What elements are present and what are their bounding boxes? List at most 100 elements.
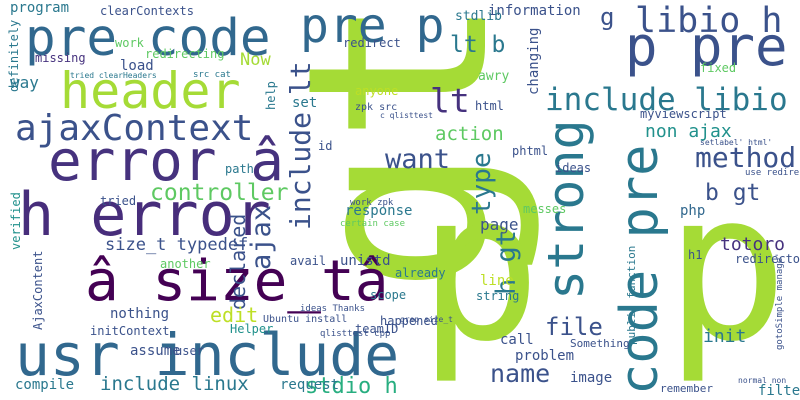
word: pre code: [25, 9, 271, 68]
word: html: [475, 99, 504, 113]
word: use redirect: [745, 168, 800, 178]
word: string: [476, 289, 519, 303]
word: teamID: [355, 322, 398, 336]
word: declared: [226, 214, 250, 310]
word: redirecting: [145, 47, 224, 61]
word: response: [345, 203, 412, 219]
word: include lt: [284, 61, 317, 230]
word: avail: [290, 254, 326, 268]
word: initContext: [90, 324, 169, 338]
word: normal non: [738, 376, 786, 385]
word: edit: [210, 303, 258, 327]
word: grep size_t: [400, 315, 453, 324]
word: missing: [35, 51, 86, 65]
word: page: [480, 215, 519, 234]
word: gotoSimple manage': [775, 252, 785, 350]
word: error â: [48, 129, 284, 194]
word: work: [115, 36, 145, 50]
word: Something: [570, 337, 630, 350]
word: code pre: [610, 145, 670, 395]
word: action: [435, 123, 504, 145]
word: init: [703, 326, 746, 347]
word: way: [10, 73, 39, 92]
word: src cat: [193, 70, 231, 80]
word: clearContexts: [100, 4, 194, 18]
word: Ubuntu install: [263, 314, 347, 325]
word: lt b: [450, 32, 505, 58]
word: compile: [15, 377, 74, 393]
word: h error: [18, 180, 271, 250]
word: anyone: [355, 84, 398, 98]
word: ajax: [246, 205, 277, 270]
word: AjaxContent: [31, 251, 45, 330]
word: another: [160, 257, 211, 271]
word: tried: [100, 194, 136, 208]
word: messes: [523, 202, 566, 216]
word: public function: [625, 246, 638, 345]
word: program: [10, 0, 69, 16]
word: h1: [688, 248, 702, 262]
word: remember: [660, 382, 713, 395]
word: definitely: [7, 20, 21, 92]
word: changing: [526, 28, 542, 95]
word: verified: [9, 192, 23, 250]
word: zpk src: [355, 102, 397, 113]
word: happened: [380, 314, 438, 328]
word: unistd: [340, 253, 391, 269]
word: controller: [150, 180, 288, 206]
word: libio h: [635, 1, 783, 41]
word: â size_tâ: [85, 249, 388, 314]
word: method: [695, 141, 796, 174]
word: help: [264, 81, 278, 110]
word: name: [490, 359, 550, 388]
word: ideas: [555, 161, 591, 175]
word: pre p: [300, 0, 445, 54]
word: include linux: [100, 373, 249, 395]
word: stdlib: [455, 9, 502, 24]
word: already: [395, 266, 446, 280]
word: nothing: [110, 306, 169, 322]
word: id: [318, 139, 332, 153]
word: set: [292, 95, 317, 111]
word: stdio h: [305, 374, 398, 399]
word: line: [480, 273, 514, 289]
word: type: [467, 152, 497, 215]
word: user: [175, 344, 204, 358]
word: file: [545, 313, 603, 341]
word: p pre: [625, 15, 788, 78]
word: strong: [537, 119, 595, 300]
word: p p: [418, 149, 788, 387]
word: non ajax: [645, 121, 732, 142]
word: information: [488, 3, 581, 19]
word: ajaxContext: [15, 108, 253, 149]
word: ideas Thanks: [300, 304, 365, 314]
word: assume: [130, 343, 181, 359]
word: c qlisttest: [380, 111, 433, 120]
word: lt: [430, 81, 470, 120]
word: call: [500, 332, 534, 348]
word: redirector: [735, 252, 800, 266]
word: Helper: [230, 322, 273, 336]
word: problem: [515, 348, 574, 364]
word: redirect: [343, 36, 401, 50]
word: usr include: [15, 321, 399, 389]
word: Now: [240, 50, 271, 70]
word: header: [60, 62, 241, 120]
word: g: [600, 3, 614, 31]
word: image: [570, 370, 612, 386]
word: qlisttest cpp: [320, 329, 390, 339]
word: h gt: [491, 230, 522, 295]
word: awry: [478, 69, 509, 84]
word: size_t typedef: [105, 235, 248, 255]
word: tried clearHeaders: [70, 71, 157, 80]
word: include libio: [545, 82, 788, 118]
word: path: [225, 162, 254, 176]
word: want: [385, 144, 450, 175]
word: scope: [370, 288, 406, 302]
word: setlabel' html': [700, 138, 772, 147]
word: certain case: [340, 219, 405, 229]
